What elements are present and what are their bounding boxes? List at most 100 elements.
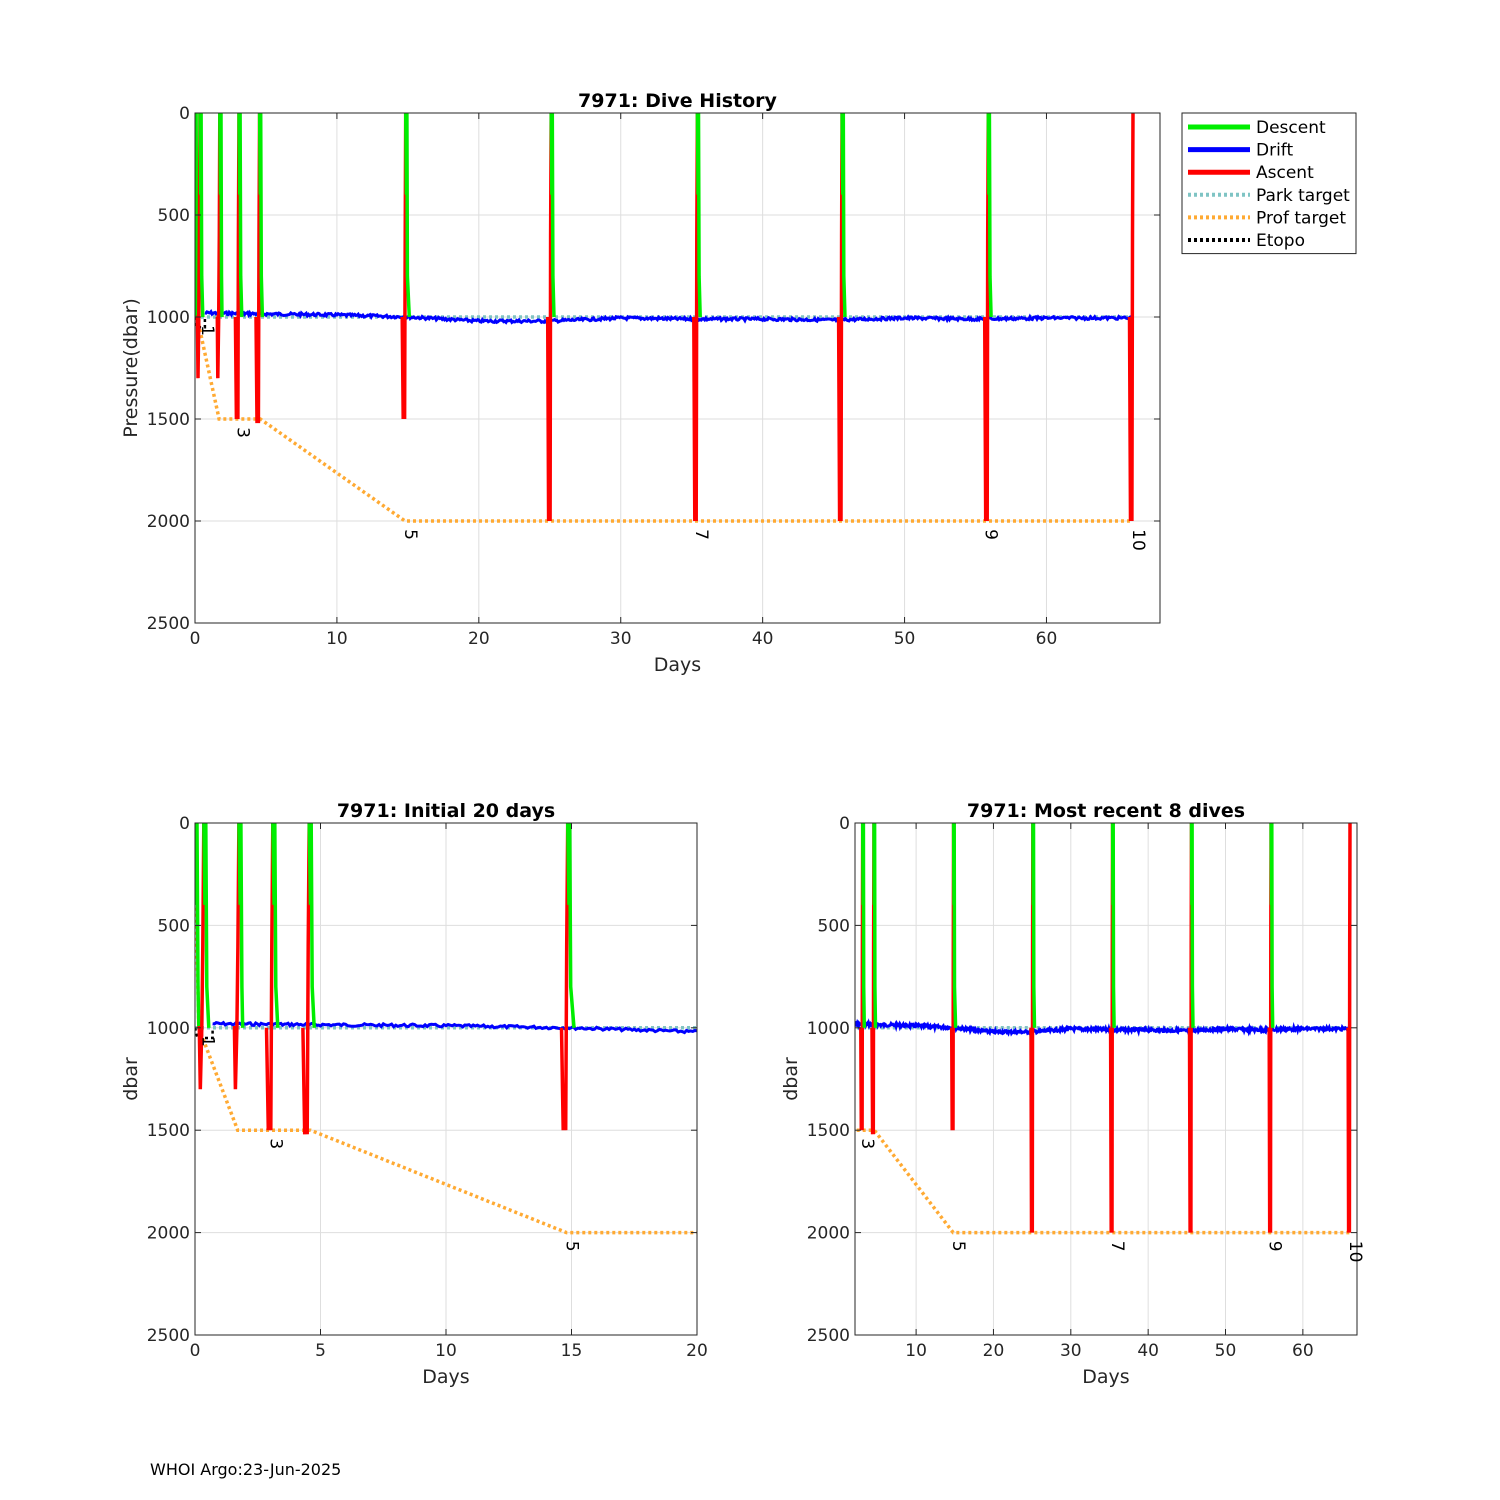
chart-title: 7971: Dive History <box>578 90 777 112</box>
ascent-line <box>982 113 991 522</box>
y-tick-label: 500 <box>818 916 850 936</box>
cycle-label: 1 <box>197 325 217 336</box>
ascent-line <box>400 113 408 420</box>
x-tick-label: 20 <box>686 1341 708 1361</box>
plot-series <box>195 823 697 1235</box>
cycle-label: 10 <box>1345 1241 1365 1263</box>
descent-line <box>1189 823 1195 1028</box>
x-tick-label: 40 <box>1137 1341 1159 1361</box>
x-axis-label: Days <box>422 1366 469 1388</box>
cycle-label: 3 <box>857 1138 877 1149</box>
legend-label: Ascent <box>1256 163 1314 183</box>
x-tick-label: 15 <box>561 1341 583 1361</box>
plot-area <box>195 113 1160 623</box>
descent-line <box>237 113 244 318</box>
plot-series <box>840 823 1352 1235</box>
descent-line <box>549 113 556 318</box>
cycle-label: 7 <box>1107 1241 1127 1252</box>
x-tick-label: 50 <box>1215 1341 1237 1361</box>
y-tick-label: 1000 <box>147 308 190 328</box>
chart-3: 10 20 30 40 50 60 0 500 1000 1500 2000 2500 3 5 7 9 10 79… <box>780 800 1365 1388</box>
descent-line <box>986 113 993 318</box>
ascent-line <box>559 823 570 1131</box>
x-tick-label: 10 <box>326 629 348 649</box>
chart-title: 7971: Most recent 8 dives <box>967 800 1245 822</box>
legend-label: Drift <box>1256 141 1293 161</box>
footer-text: WHOI Argo:23-Jun-2025 <box>150 1460 342 1479</box>
cycle-label: 10 <box>1128 529 1148 551</box>
drift-line <box>212 1020 697 1035</box>
x-axis-label: Days <box>654 654 701 676</box>
descent-line <box>840 113 847 318</box>
ascent-line <box>233 113 241 420</box>
ascent-line <box>301 823 311 1135</box>
x-axis-label: Days <box>1082 1366 1129 1388</box>
x-tick-label: 50 <box>894 629 916 649</box>
x-tick-label: 40 <box>752 629 774 649</box>
axes-frame <box>854 822 1358 1336</box>
ascent-line <box>840 823 842 1089</box>
x-tick-label: 0 <box>190 629 201 649</box>
descent-line <box>695 113 702 318</box>
chart-1: 0 10 20 30 40 50 60 0 500 1000 1500 2000 2500 1 3 5 7 9 10… <box>120 90 1161 676</box>
cycle-label: 3 <box>233 427 253 438</box>
y-tick-label: 1500 <box>147 1121 190 1141</box>
ascent-line <box>215 113 222 379</box>
x-tick-label: 60 <box>1036 629 1058 649</box>
cycle-label: 9 <box>1265 1241 1285 1252</box>
descent-line <box>951 823 958 1028</box>
legend-label: Etopo <box>1256 231 1305 251</box>
x-tick-label: 20 <box>983 1341 1005 1361</box>
descent-line <box>257 113 265 318</box>
x-tick-label: 10 <box>435 1341 457 1361</box>
cycle-label: 7 <box>691 529 711 540</box>
plot-series <box>195 113 1135 523</box>
ascent-line <box>1127 113 1135 522</box>
descent-line <box>1269 823 1275 1028</box>
ascent-line <box>232 823 241 1090</box>
descent-line <box>195 823 201 1028</box>
legend-label: Prof target <box>1256 208 1346 228</box>
cycle-label: 5 <box>561 1241 581 1252</box>
y-tick-label: 0 <box>839 814 850 834</box>
y-axis-label: dbar <box>120 1057 142 1101</box>
y-tick-label: 1500 <box>807 1121 850 1141</box>
descent-line <box>403 113 412 318</box>
y-tick-label: 0 <box>179 814 190 834</box>
x-tick-label: 30 <box>610 629 632 649</box>
x-tick-label: 10 <box>905 1341 927 1361</box>
descent-line <box>237 823 245 1028</box>
cycle-label: 1 <box>198 1036 218 1047</box>
descent-line <box>1110 823 1116 1028</box>
y-axis-label: dbar <box>780 1057 802 1101</box>
plot-area <box>855 823 1357 1335</box>
drift-line <box>855 1018 1351 1038</box>
etopo-line <box>195 316 207 329</box>
y-tick-label: 1000 <box>807 1019 850 1039</box>
x-tick-label: 20 <box>468 629 490 649</box>
x-tick-label: 60 <box>1292 1341 1314 1361</box>
x-tick-label: 0 <box>190 1341 201 1361</box>
cycle-label: 9 <box>980 529 1000 540</box>
descent-line <box>855 993 856 1028</box>
legend-label: Descent <box>1256 118 1326 138</box>
descent-line <box>860 823 867 1028</box>
cycle-label: 3 <box>265 1138 285 1149</box>
legend-label: Park target <box>1256 186 1350 206</box>
chart-title: 7971: Initial 20 days <box>337 800 555 822</box>
descent-line <box>218 113 224 318</box>
descent-line <box>271 823 280 1028</box>
ascent-line <box>264 823 275 1131</box>
y-tick-label: 1500 <box>147 410 190 430</box>
y-tick-label: 2500 <box>147 1326 190 1346</box>
ascent-line <box>850 823 852 1089</box>
y-tick-label: 0 <box>179 104 190 124</box>
drift-line <box>204 309 1133 326</box>
descent-line <box>565 823 576 1028</box>
y-tick-label: 1000 <box>147 1019 190 1039</box>
ascent-line <box>254 113 262 424</box>
y-axis-label: Pressure(dbar) <box>120 298 142 438</box>
y-tick-label: 2000 <box>807 1224 850 1244</box>
